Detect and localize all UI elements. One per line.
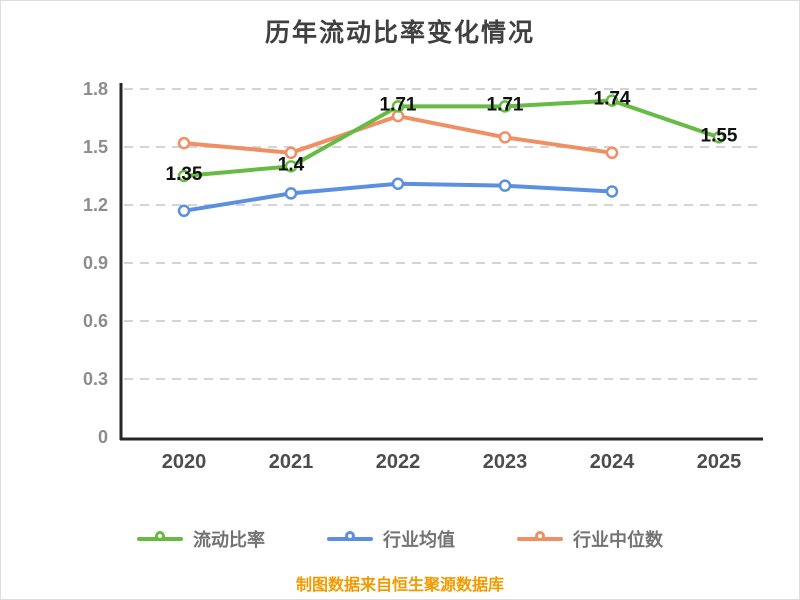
x-tick-label: 2023 xyxy=(483,451,528,473)
data-point-industry-median xyxy=(605,146,619,160)
data-point-current-ratio xyxy=(284,160,298,173)
data-point-industry-average xyxy=(284,187,298,200)
data-point-current-ratio xyxy=(712,131,726,144)
y-tick-label: 0.6 xyxy=(83,311,108,331)
series-line-current-ratio xyxy=(182,98,721,178)
legend-item-current-ratio: 流动比率 xyxy=(137,526,265,552)
legend-label: 流动比率 xyxy=(193,530,265,550)
data-point-industry-median xyxy=(498,131,512,144)
y-tick-label: 1.8 xyxy=(83,79,108,99)
chart-legend: 流动比率 行业均值 行业中位数 xyxy=(1,521,799,557)
data-label: 1.4 xyxy=(278,154,305,175)
x-tick-label: 2020 xyxy=(162,451,207,473)
legend-label: 行业均值 xyxy=(383,530,455,550)
x-tick-label: 2021 xyxy=(269,451,314,473)
data-label: 1.35 xyxy=(166,164,203,185)
data-label: 1.55 xyxy=(701,125,738,146)
legend-circle xyxy=(535,531,545,541)
data-label: 1.71 xyxy=(487,94,524,115)
y-tick-label: 1.5 xyxy=(83,137,108,157)
chart-title: 历年流动比率变化情况 xyxy=(264,19,535,47)
x-tick-label: 2024 xyxy=(590,451,635,473)
line-marker-icon xyxy=(137,530,183,548)
data-point-current-ratio xyxy=(605,94,619,107)
legend-label: 行业中位数 xyxy=(573,530,663,550)
x-tick-label: 2022 xyxy=(376,451,421,473)
data-label: 1.71 xyxy=(380,94,417,115)
data-point-current-ratio xyxy=(498,100,512,113)
y-tick-label: 0.9 xyxy=(83,253,108,273)
data-point-industry-median xyxy=(177,136,191,150)
line-marker-icon xyxy=(517,530,563,548)
data-point-current-ratio xyxy=(177,169,191,183)
data-label: 1.74 xyxy=(594,89,631,110)
legend-circle xyxy=(345,531,355,541)
chart-canvas: 0 0.3 0.6 0.9 1.2 1.5 1.8 2020 2021 2022 2023 2024 2… xyxy=(83,79,763,473)
x-tick-label: 2025 xyxy=(697,451,742,473)
y-tick-label: 0 xyxy=(98,427,108,447)
data-point-industry-average xyxy=(391,177,405,190)
legend-circle xyxy=(155,531,165,541)
data-point-industry-average xyxy=(605,185,619,198)
y-tick-label: 1.2 xyxy=(83,195,108,215)
data-point-current-ratio xyxy=(391,100,405,113)
y-tick-label: 0.3 xyxy=(83,369,108,389)
line-marker-icon xyxy=(327,530,373,548)
legend-item-industry-median: 行业中位数 xyxy=(517,526,663,552)
data-source-note: 制图数据来自恒生聚源数据库 xyxy=(295,577,504,594)
data-point-industry-average xyxy=(177,204,191,218)
legend-item-industry-average: 行业均值 xyxy=(327,526,455,552)
data-point-industry-average xyxy=(498,179,512,192)
data-point-industry-median xyxy=(284,146,298,160)
